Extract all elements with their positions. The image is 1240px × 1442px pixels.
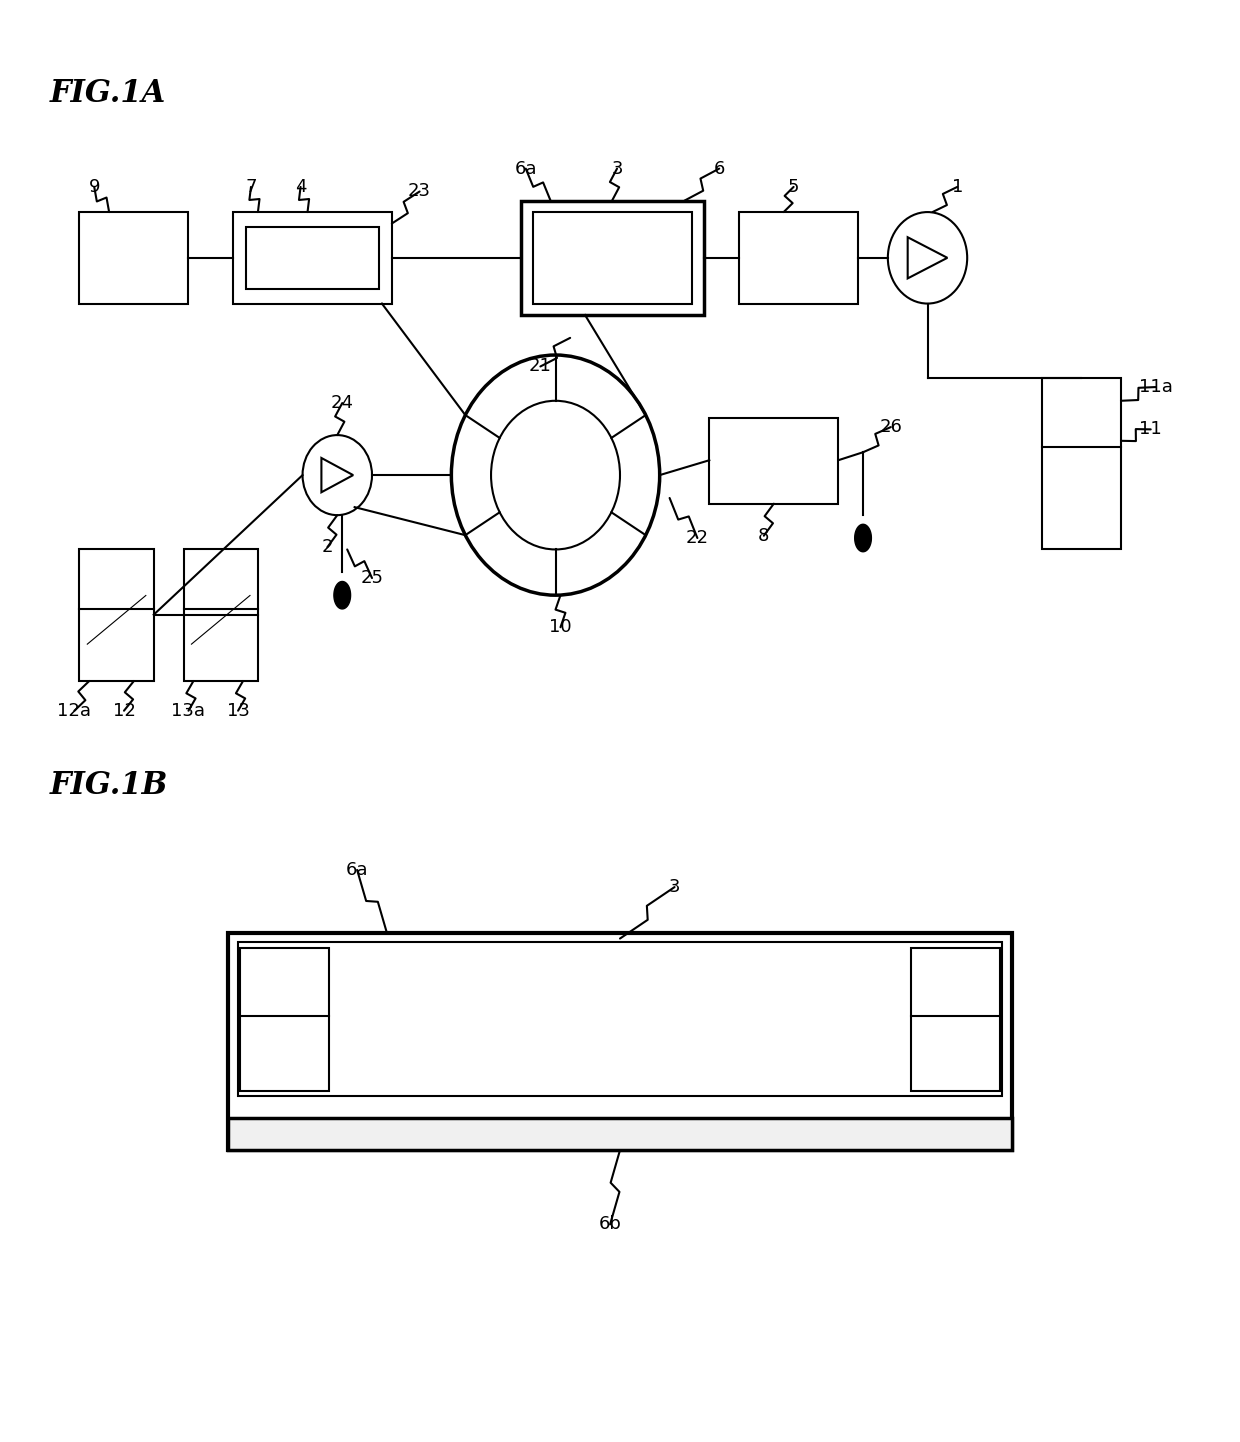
Text: 6b: 6b	[599, 1216, 621, 1233]
Text: 24: 24	[331, 394, 353, 412]
Text: 4: 4	[295, 177, 306, 196]
Text: 21: 21	[529, 358, 552, 375]
Bar	[521, 200, 704, 314]
Bar	[79, 212, 188, 304]
Text: 23: 23	[408, 183, 432, 200]
Text: 10: 10	[549, 619, 572, 636]
Text: 25: 25	[361, 570, 383, 587]
Text: 7: 7	[246, 177, 257, 196]
Text: 26: 26	[879, 418, 903, 435]
Text: 12: 12	[113, 702, 135, 720]
Text: 13a: 13a	[171, 702, 206, 720]
Bar	[228, 1118, 1012, 1151]
Text: 1: 1	[951, 177, 963, 196]
Text: 5: 5	[787, 177, 800, 196]
Text: 12a: 12a	[57, 702, 92, 720]
Text: FIG.1A: FIG.1A	[50, 78, 166, 110]
Bar	[184, 549, 258, 681]
Text: 2: 2	[321, 538, 334, 557]
Text: 3: 3	[611, 160, 622, 177]
Bar	[241, 947, 330, 1090]
Bar	[238, 942, 1002, 1096]
Text: 11a: 11a	[1138, 378, 1173, 397]
Polygon shape	[854, 525, 872, 552]
Bar	[246, 226, 379, 288]
Bar	[1042, 378, 1121, 549]
Polygon shape	[334, 581, 351, 609]
Text: 8: 8	[758, 526, 770, 545]
Text: 3: 3	[668, 878, 681, 895]
Bar	[79, 549, 154, 681]
Text: 22: 22	[686, 529, 709, 547]
Bar	[533, 212, 692, 304]
Bar	[228, 933, 1012, 1151]
Bar	[709, 418, 838, 503]
Text: 6: 6	[713, 160, 725, 177]
Bar	[233, 212, 392, 304]
Text: 11: 11	[1140, 421, 1162, 438]
Text: 9: 9	[88, 177, 100, 196]
Bar	[910, 947, 999, 1090]
Text: 13: 13	[227, 702, 249, 720]
Bar	[739, 212, 858, 304]
Text: 6a: 6a	[346, 861, 368, 880]
Text: FIG.1B: FIG.1B	[50, 770, 167, 802]
Text: 6a: 6a	[515, 160, 537, 177]
